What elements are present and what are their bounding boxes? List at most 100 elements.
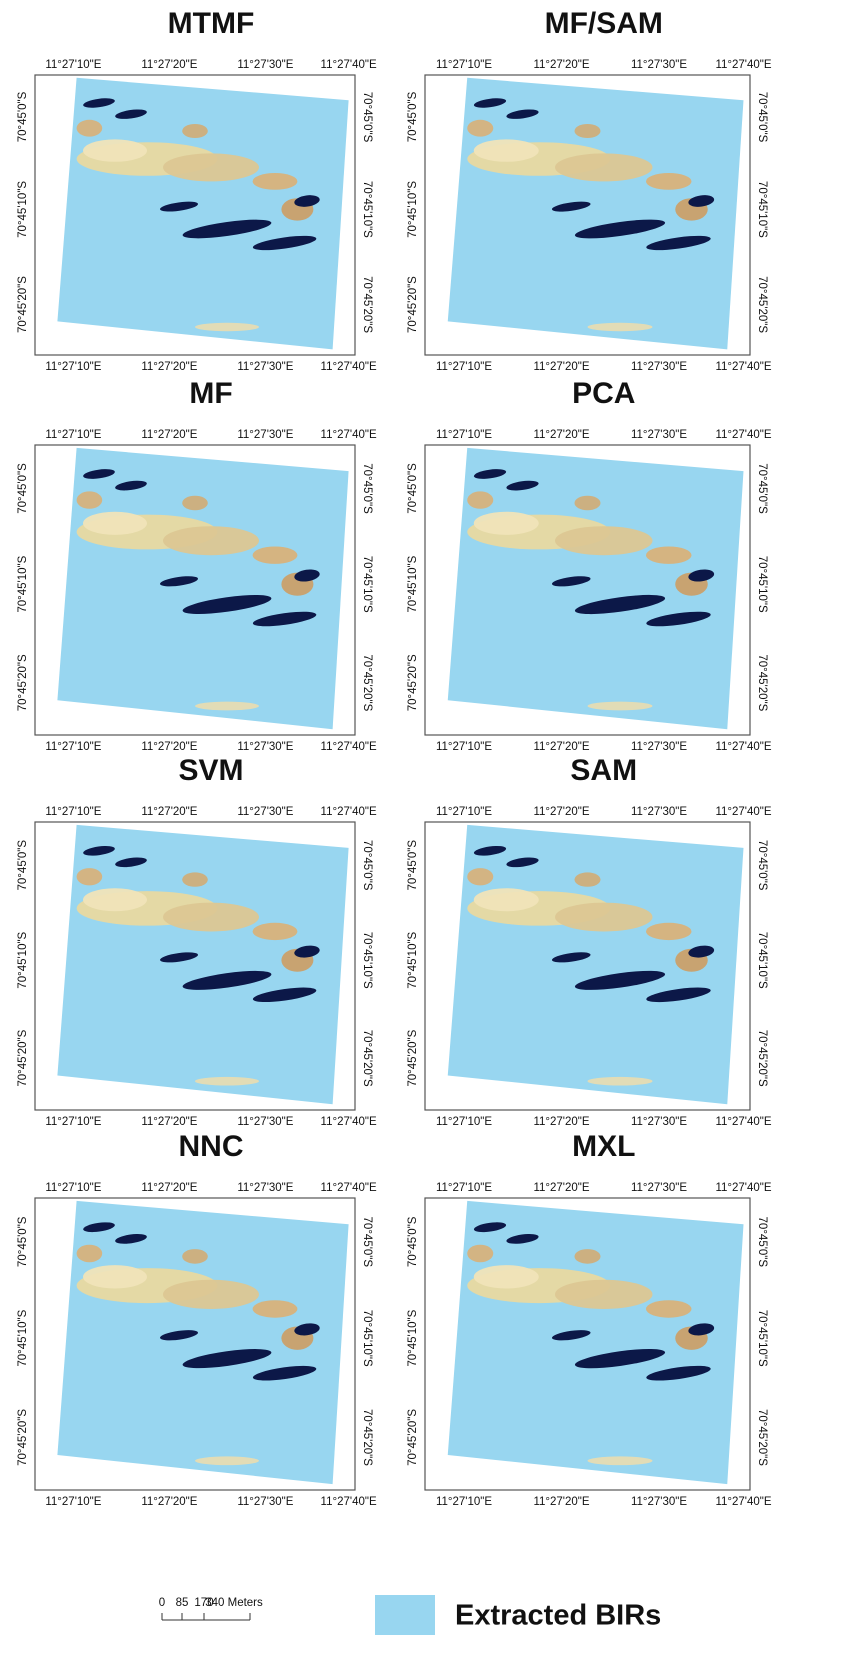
lon-label-bottom: 11°27'20"E [533, 361, 589, 373]
rock [587, 1076, 653, 1086]
lat-label-left: 70°45'20"S [407, 654, 419, 711]
features [76, 469, 320, 711]
lat-label-right: 70°45'10"S [756, 932, 768, 989]
rock [76, 868, 103, 886]
rock [574, 1249, 601, 1264]
dark-area [83, 469, 115, 479]
dark-area [551, 952, 591, 963]
lat-label-left: 70°45'20"S [17, 276, 29, 333]
lon-label-bottom: 11°27'30"E [631, 741, 687, 753]
lon-label-top: 11°27'20"E [141, 429, 197, 441]
lat-label-right: 70°45'10"S [361, 556, 373, 613]
lon-label-top: 11°27'30"E [237, 429, 293, 441]
rock [76, 491, 103, 509]
rock [163, 1279, 259, 1309]
lon-label-bottom: 11°27'10"E [436, 1116, 492, 1128]
lat-label-left: 70°45'0"S [17, 1216, 29, 1267]
lon-label-top: 11°27'30"E [631, 1182, 687, 1194]
lon-label-bottom: 11°27'20"E [141, 741, 197, 753]
panel-title: SVM [178, 754, 243, 787]
lon-label-top: 11°27'30"E [631, 806, 687, 818]
lat-label-left: 70°45'10"S [407, 555, 419, 612]
rock [587, 1456, 653, 1466]
rock [587, 322, 653, 332]
lon-label-bottom: 11°27'10"E [45, 1116, 101, 1128]
lon-label-bottom: 11°27'40"E [715, 1496, 771, 1508]
lat-label-right: 70°45'0"S [361, 840, 373, 891]
rock [252, 546, 298, 564]
rock [555, 902, 653, 932]
lon-label-bottom: 11°27'40"E [715, 741, 771, 753]
dark-area [294, 945, 320, 958]
lat-label-left: 70°45'0"S [17, 463, 29, 514]
lon-label-top: 11°27'40"E [715, 59, 771, 71]
lon-label-top: 11°27'10"E [45, 806, 101, 818]
rock [467, 119, 494, 137]
lon-label-bottom: 11°27'30"E [237, 1496, 293, 1508]
lon-label-top: 11°27'40"E [715, 806, 771, 818]
dark-area [688, 195, 715, 207]
lat-label-left: 70°45'10"S [17, 1309, 29, 1366]
lat-label-right: 70°45'10"S [756, 1310, 768, 1367]
dark-area [574, 219, 666, 239]
dark-area [252, 611, 317, 627]
lat-label-right: 70°45'0"S [756, 463, 768, 514]
dark-area [506, 109, 539, 119]
lat-label-right: 70°45'0"S [756, 1217, 768, 1268]
lon-label-top: 11°27'40"E [321, 806, 377, 818]
lat-label-right: 70°45'10"S [361, 181, 373, 238]
rock [83, 888, 147, 912]
dark-area [252, 987, 317, 1003]
lat-label-left: 70°45'10"S [407, 1309, 419, 1366]
lon-label-bottom: 11°27'20"E [141, 361, 197, 373]
rock [574, 872, 601, 887]
lon-label-bottom: 11°27'40"E [321, 1116, 377, 1128]
lat-label-right: 70°45'20"S [361, 654, 373, 711]
features [467, 469, 715, 711]
lon-label-bottom: 11°27'10"E [45, 741, 101, 753]
legend-label: Extracted BIRs [455, 1600, 661, 1632]
lon-label-top: 11°27'10"E [45, 1182, 101, 1194]
dark-area [574, 1348, 666, 1369]
dark-area [646, 235, 711, 251]
lat-label-left: 70°45'10"S [17, 555, 29, 612]
panel-title: MF/SAM [545, 7, 663, 40]
lat-label-right: 70°45'20"S [756, 1409, 768, 1466]
lat-label-left: 70°45'10"S [407, 181, 419, 238]
rock [182, 124, 208, 138]
rock [83, 1265, 147, 1289]
rock [555, 1279, 653, 1309]
dark-area [506, 480, 539, 491]
rock [555, 153, 653, 182]
dark-area [252, 1365, 317, 1381]
dark-area [115, 857, 147, 868]
dark-area [294, 195, 320, 207]
dark-area [688, 569, 715, 582]
lon-label-top: 11°27'10"E [45, 429, 101, 441]
lat-label-left: 70°45'0"S [17, 840, 29, 891]
lon-label-top: 11°27'20"E [141, 1182, 197, 1194]
dark-area [252, 235, 317, 251]
dark-area [646, 611, 711, 627]
rock [83, 511, 147, 535]
lon-label-bottom: 11°27'30"E [631, 361, 687, 373]
dark-area [115, 1234, 147, 1244]
lon-label-bottom: 11°27'40"E [715, 361, 771, 373]
rock [574, 495, 601, 511]
dark-area [551, 1330, 591, 1341]
lat-label-right: 70°45'0"S [756, 92, 768, 143]
lon-label-bottom: 11°27'30"E [237, 361, 293, 373]
lat-label-right: 70°45'20"S [361, 276, 373, 333]
dark-area [182, 1349, 272, 1369]
dark-area [473, 98, 507, 108]
rock [473, 1265, 539, 1289]
rock [163, 153, 259, 182]
rock [646, 546, 692, 564]
dark-area [574, 970, 666, 990]
lon-label-top: 11°27'20"E [533, 429, 589, 441]
lon-label-top: 11°27'40"E [715, 1182, 771, 1194]
dark-area [182, 219, 272, 239]
rock [473, 511, 539, 535]
lon-label-top: 11°27'30"E [237, 59, 293, 71]
rock [473, 139, 539, 162]
